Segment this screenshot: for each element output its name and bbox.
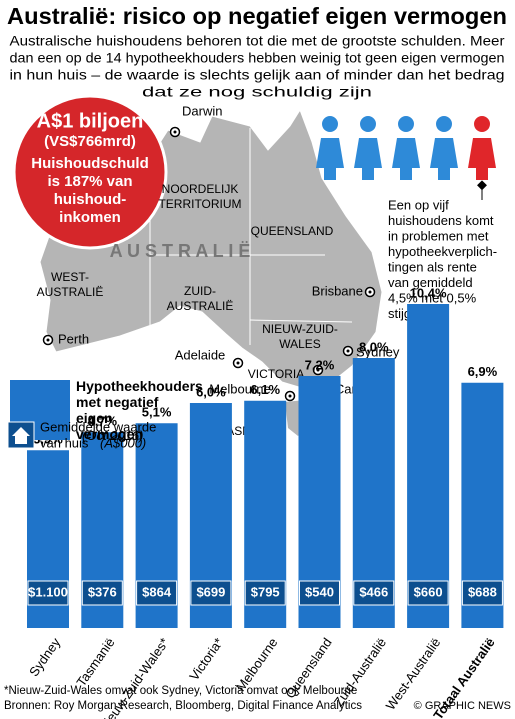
region-label: NOORDELIJK [162,182,239,196]
city-dot-center [288,394,292,398]
callout-line: (VS$766mrd) [44,133,136,150]
home-value-label: $795 [251,584,280,599]
city-label: Brisbane [312,283,363,298]
region-label: WEST- [51,270,89,284]
title: Australië: risico op negatief eigen verm… [7,3,507,29]
map-mainland [39,108,383,389]
person-body [354,138,382,180]
x-tick-label: Sydney [26,635,63,680]
city-dot-center [316,368,320,372]
person-head [398,116,414,132]
bar-value-label: 4,7% [87,414,117,429]
region-label: AUSTRALIË [37,285,104,299]
callout-line: is 187% van [47,173,132,190]
footnote: *Nieuw-Zuid-Wales omvat ook Sydney, Vict… [4,685,357,697]
city-label: Melbourne [209,381,270,396]
city-dot-center [368,290,372,294]
home-value-box [461,580,503,606]
bar-value-label: 6,1% [250,382,280,397]
home-value-box [299,580,340,606]
callout-circle [12,94,168,250]
person-head [436,116,452,132]
home-legend: Gemiddelde waarde [40,419,156,434]
home-legend-2: van huis [40,435,89,450]
home-value-box [190,580,232,606]
subtitle-line: in hun huis – de waarde is slechts gelij… [10,67,505,83]
bar-value-label: 5,1% [142,405,172,420]
home-value-label: $660 [414,584,443,599]
home-unit: (A$000) [100,435,146,450]
city-dot-center [346,349,350,353]
border [150,254,251,345]
callout-line: huishoud- [54,191,126,208]
home-value-label: $864 [142,584,172,599]
person-body [392,138,420,180]
city-label: Darwin [182,103,222,118]
note-line: tingen als rente [388,259,477,274]
subtitle-line: dat ze nog schuldig zijn [142,84,372,100]
region-label: NIEUW-ZUID- [262,322,338,336]
callout-line: inkomen [59,209,121,226]
home-value-label: $540 [305,584,334,599]
city-dot-center [173,130,177,134]
home-value-box [244,580,286,606]
callout-line: Huishoudschuld [31,155,149,172]
home-value-label: $688 [468,584,497,599]
city-label: Adelaide [175,347,226,362]
note-line: hypotheekverplich- [388,244,497,259]
region-label: VICTORIA [248,367,304,381]
subtitle-line: dan een op de 14 hypotheekhouders hebben… [10,50,505,66]
bar [407,304,450,628]
region-label: ZUID- [184,284,216,298]
home-value-box [353,580,395,606]
home-value-label: $466 [359,584,388,599]
bar-value-label: 6,9% [468,364,498,379]
home-value-box [136,580,178,606]
bar-value-label: 7,2% [305,357,335,372]
x-tick-label: Tasmanië [73,635,117,689]
note-line: in problemen met [388,228,489,243]
person-head [360,116,376,132]
region-label: TERRITORIUM [158,197,241,211]
city-dot-center [236,361,240,365]
date-note: (Oct 2016) [82,428,144,443]
city-label: Perth [58,331,89,346]
x-tick-label: Victoria* [186,635,226,683]
country-label: A U S T R A L I Ë [110,241,251,261]
note-line: van gemiddeld [388,275,473,290]
region-label: AUSTRALIË [167,299,234,313]
person-body [430,138,458,180]
home-value-box [81,580,123,606]
bar-value-label: 6,0% [196,384,226,399]
home-value-box [27,580,69,606]
home-value-label: $376 [88,584,117,599]
subtitle-line: Australische huishoudens behoren tot die… [10,33,505,49]
home-value-label: $1.100 [28,584,68,599]
person-head [322,116,338,132]
callout-line: A$1 biljoen [37,110,144,132]
note-line: Een op vijf [388,197,449,212]
note-line: huishoudens komt [388,213,494,228]
sources: Bronnen: Roy Morgan Research, Bloomberg,… [4,700,362,712]
home-value-box [407,580,449,606]
credit: © GRAPHIC NEWS [414,700,511,712]
border [249,319,353,323]
house-icon [12,427,30,444]
bar-value-label: 10,4% [410,285,447,300]
person-head [474,116,490,132]
home-value-label: $699 [196,584,225,599]
city-dot-center [46,338,50,342]
bar-value-label: 8,0% [359,339,389,354]
person-body [468,138,496,180]
pointer-diamond [477,180,487,191]
region-label: WALES [279,337,321,351]
region-label: QUEENSLAND [251,224,334,238]
x-tick-label: Zuid-Australië [331,635,389,709]
legend-label: Hypotheekhouders met negatief eigen verm… [76,378,203,442]
person-body [316,138,344,180]
city-label: Sydney [356,344,400,359]
note-line: 4,5% met 0,5% [388,290,477,305]
